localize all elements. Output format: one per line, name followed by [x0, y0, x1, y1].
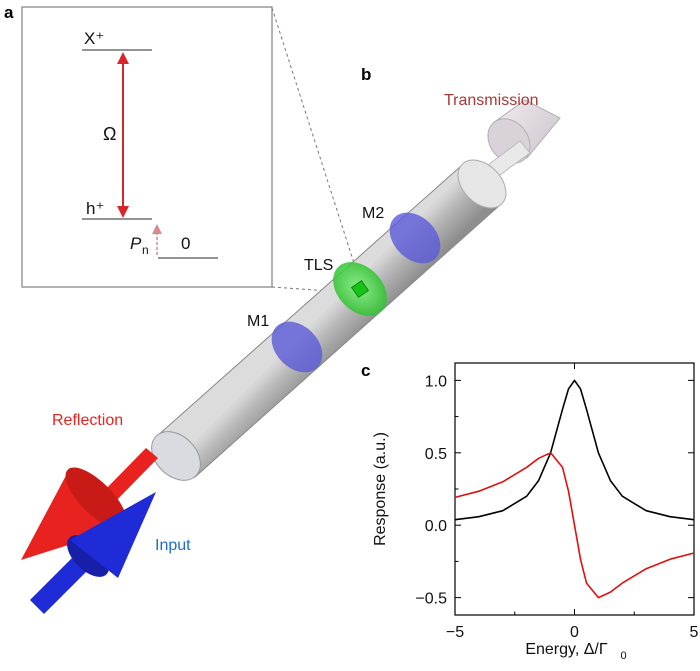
mirror-m2	[389, 212, 441, 264]
level-h-plus-label: h⁺	[86, 199, 104, 218]
tls-label: TLS	[304, 257, 333, 274]
series-line-2	[454, 452, 695, 599]
input-label: Input	[155, 537, 191, 554]
pn-label: P	[130, 234, 142, 253]
plot-frame	[454, 362, 695, 616]
y-axis-label: Response (a.u.)	[372, 432, 389, 546]
rabi-arrow	[117, 52, 129, 218]
reflection-arrow	[21, 448, 158, 560]
zoom-line-bottom	[271, 286, 359, 294]
x-axis-label-subscript: 0	[621, 650, 627, 662]
x-axis-label: Energy, Δ/Γ	[525, 641, 608, 658]
rabi-label: Ω	[103, 124, 116, 144]
y-tick-label: 1.0	[425, 373, 447, 390]
x-tick-label: 5	[690, 624, 699, 641]
panel-b-letter: b	[361, 65, 371, 84]
zoom-line-top	[271, 7, 363, 289]
pn-arrow	[152, 224, 162, 255]
energy-level-box	[21, 6, 273, 288]
y-tick-label: 0.5	[425, 446, 447, 463]
pn-subscript: n	[142, 243, 149, 257]
waveguide-input-face	[151, 431, 201, 481]
m2-label: M2	[362, 205, 384, 222]
level-x-plus-label: X⁺	[84, 29, 104, 48]
panel-a-letter: a	[4, 3, 14, 22]
input-arrow	[30, 492, 156, 614]
x-tick-label: 0	[570, 624, 579, 641]
x-tick-label: −5	[446, 624, 464, 641]
transmission-label: Transmission	[444, 92, 539, 109]
y-tick-label: 0.0	[425, 518, 447, 535]
m1-label: M1	[247, 313, 269, 330]
quantum-dot	[350, 279, 370, 299]
panel-c-letter: c	[361, 361, 370, 380]
y-tick-label: −0.5	[415, 591, 447, 608]
mirror-m1	[271, 321, 323, 373]
level-zero-label: 0	[181, 234, 190, 253]
series-line-1	[454, 379, 695, 521]
reflection-label: Reflection	[52, 412, 123, 429]
